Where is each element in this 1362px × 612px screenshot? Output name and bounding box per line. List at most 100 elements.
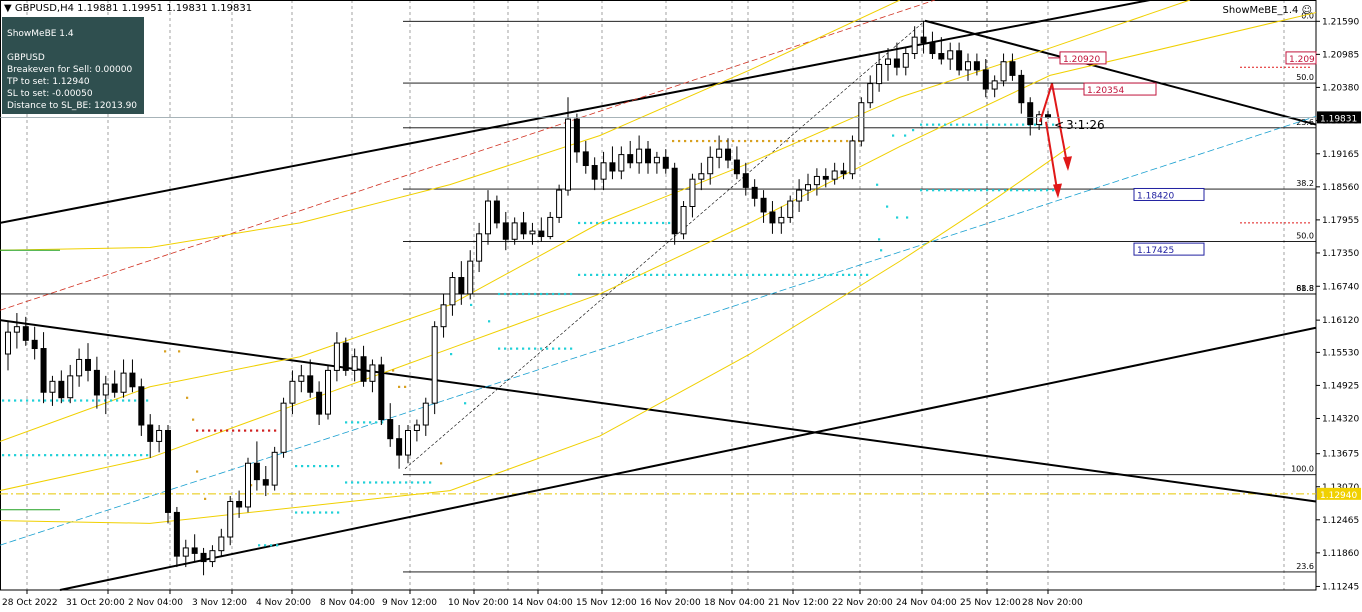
support-dots: [962, 189, 965, 192]
resistance-dots: [690, 139, 693, 143]
support-dots: [752, 273, 755, 276]
bull-candle: [680, 206, 687, 235]
support-dots: [692, 273, 695, 276]
support-dots: [620, 273, 623, 276]
support-dots: [950, 189, 953, 192]
x-tick-label: 2 Nov 04:00: [128, 598, 183, 608]
bull-candle: [636, 148, 643, 164]
support-dots: [842, 273, 845, 276]
projection-arrow: [1045, 121, 1059, 196]
support-dots: [528, 292, 531, 296]
fib-level-label: 38.2: [1296, 179, 1314, 188]
support-dots: [1016, 123, 1019, 126]
support-dots: [26, 399, 29, 402]
support-dots: [770, 273, 773, 276]
support-dots: [986, 189, 989, 192]
bear-candle: [502, 222, 509, 240]
y-tick-label: 1.13675: [1322, 450, 1359, 460]
support-dots: [313, 464, 316, 468]
y-tick-label: 1.12465: [1322, 516, 1359, 526]
red-dashed-trendline: [0, 0, 936, 311]
bull-candle: [280, 402, 287, 453]
bull-candle: [227, 501, 234, 538]
resistance-dots: [744, 139, 747, 143]
smiley-icon[interactable]: ☺: [1301, 5, 1312, 16]
panel-line: TP to set: 1.12940: [7, 77, 90, 87]
support-dots: [620, 221, 623, 225]
support-dots: [926, 189, 929, 192]
support-dots: [264, 544, 267, 547]
bull-candle: [49, 380, 56, 393]
price-box: [1133, 242, 1205, 256]
fib-anchor-diagonal: [404, 20, 926, 469]
support-dots: [776, 273, 779, 276]
bear-candle: [982, 69, 989, 90]
support-dot: [906, 216, 909, 219]
bear-candle: [31, 339, 38, 350]
support-dots: [836, 273, 839, 276]
support-dots: [686, 273, 689, 276]
resistance-dot: [164, 350, 167, 353]
support-dot: [904, 134, 907, 137]
support-dots: [423, 481, 426, 484]
support-dots: [331, 511, 334, 514]
support-dots: [276, 544, 279, 547]
x-tick-label: 21 Nov 12:00: [768, 598, 829, 608]
support-dots: [393, 481, 396, 484]
support-dots: [938, 189, 941, 192]
support-dot: [878, 238, 881, 241]
resistance-dots: [768, 139, 771, 143]
support-dots: [932, 189, 935, 192]
support-dots: [1022, 189, 1025, 192]
price-box-label: 1.20920: [1063, 55, 1100, 65]
bull-candle: [556, 189, 563, 218]
resistance-dots: [846, 139, 849, 143]
descending-trendline: [0, 319, 1317, 503]
support-dots: [638, 273, 641, 276]
bull-candle: [805, 184, 811, 191]
bull-candle: [867, 83, 874, 104]
support-dots: [62, 454, 65, 457]
support-dots: [80, 454, 83, 457]
support-dots: [632, 273, 635, 276]
x-tick-label: 28 Oct 2022: [2, 598, 58, 608]
support-dots: [584, 273, 587, 276]
bear-candle: [85, 358, 91, 371]
resistance-trendline: [924, 19, 1317, 126]
bull-candle: [209, 550, 216, 563]
support-dots: [1040, 189, 1043, 192]
price-box: [1133, 187, 1205, 201]
yellow-band-upper: [0, 0, 1191, 442]
bull-candle: [76, 358, 83, 377]
support-dots: [2, 399, 5, 402]
support-dots: [522, 347, 525, 350]
support-dots: [140, 454, 143, 457]
support-dots: [14, 399, 17, 402]
channel-lower-trendline: [59, 326, 1317, 591]
y-tick-label: 1.16120: [1322, 316, 1359, 326]
bull-candle: [778, 216, 785, 224]
bull-candle: [67, 375, 74, 399]
bull-candle: [600, 162, 607, 180]
ea-name: ShowMeBE_1.4: [1222, 5, 1299, 16]
support-dots: [926, 123, 929, 126]
resistance-dots: [816, 139, 819, 143]
bear-candle: [307, 375, 314, 393]
support-dots: [590, 273, 593, 276]
bear-candle: [538, 230, 545, 238]
collapse-triangle-icon[interactable]: ▼: [4, 3, 12, 14]
resistance-dots: [822, 139, 825, 143]
support-dots: [351, 481, 354, 484]
resistance-dots: [232, 429, 235, 432]
support-dots: [644, 273, 647, 276]
resistance-dots: [678, 139, 681, 143]
support-dots: [337, 511, 340, 514]
y-tick-label: 1.11245: [1322, 582, 1359, 592]
support-dots: [405, 481, 408, 484]
bull-candle: [449, 277, 456, 306]
support-dots: [956, 123, 959, 126]
support-dot: [464, 402, 467, 405]
bull-candle: [858, 102, 865, 142]
support-dots: [920, 123, 923, 126]
